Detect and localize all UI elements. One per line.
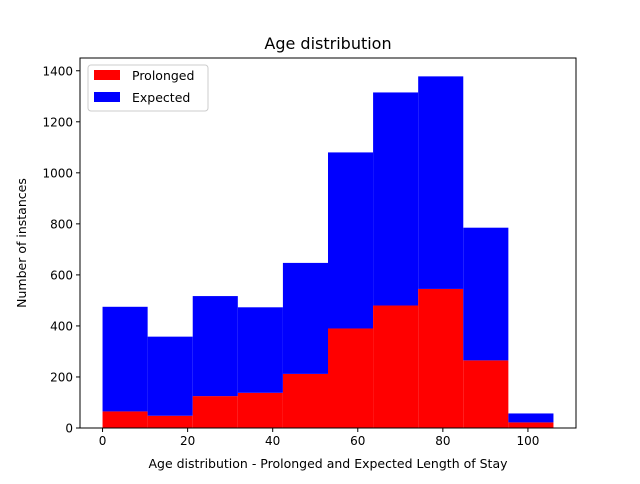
bar-expected-bin-8 xyxy=(463,227,509,361)
y-tick-label-800: 800 xyxy=(50,217,73,231)
bar-expected-bin-9 xyxy=(508,413,554,423)
bar-expected-bin-5 xyxy=(328,152,374,329)
legend-swatch-expected xyxy=(94,92,120,102)
legend-label-prolonged: Prolonged xyxy=(132,68,194,83)
bar-expected-bin-1 xyxy=(147,336,193,416)
y-axis-ticks: 0 200 400 600 800 1000 1200 1400 xyxy=(42,64,80,436)
y-tick-label-1200: 1200 xyxy=(42,115,73,129)
y-tick-label-400: 400 xyxy=(50,319,73,333)
bar-prolonged-bin-4 xyxy=(282,373,328,428)
x-axis-label: Age distribution - Prolonged and Expecte… xyxy=(148,456,508,471)
bar-expected-bin-0 xyxy=(102,306,148,412)
bar-prolonged-bin-0 xyxy=(102,411,148,428)
legend-label-expected: Expected xyxy=(132,90,190,105)
bars-group xyxy=(102,76,554,428)
bar-prolonged-bin-7 xyxy=(418,288,464,428)
x-tick-label-100: 100 xyxy=(516,434,539,448)
y-axis-label: Number of instances xyxy=(14,178,29,308)
bar-prolonged-bin-5 xyxy=(328,328,374,428)
bar-expected-bin-4 xyxy=(282,262,328,374)
x-tick-label-60: 60 xyxy=(350,434,365,448)
bar-prolonged-bin-8 xyxy=(463,360,509,428)
bar-expected-bin-6 xyxy=(373,92,419,306)
bar-prolonged-bin-1 xyxy=(147,415,193,428)
bar-prolonged-bin-6 xyxy=(373,305,419,428)
x-tick-label-0: 0 xyxy=(99,434,107,448)
x-tick-label-40: 40 xyxy=(265,434,280,448)
y-tick-label-1400: 1400 xyxy=(42,64,73,78)
x-axis-ticks: 0 20 40 60 80 100 xyxy=(99,428,539,448)
bar-prolonged-bin-9 xyxy=(508,422,554,428)
chart-title: Age distribution xyxy=(264,34,391,53)
legend: Prolonged Expected xyxy=(87,64,209,112)
axes-frame xyxy=(79,57,577,429)
y-tick-label-1000: 1000 xyxy=(42,166,73,180)
y-tick-label-200: 200 xyxy=(50,370,73,384)
bar-prolonged-bin-3 xyxy=(237,392,283,428)
x-tick-label-80: 80 xyxy=(435,434,450,448)
legend-swatch-prolonged xyxy=(94,70,120,80)
bar-expected-bin-7 xyxy=(418,76,464,289)
x-tick-label-20: 20 xyxy=(180,434,195,448)
bar-prolonged-bin-2 xyxy=(192,396,238,428)
bar-expected-bin-3 xyxy=(237,307,283,393)
y-tick-label-600: 600 xyxy=(50,268,73,282)
y-tick-label-0: 0 xyxy=(65,422,73,436)
bar-expected-bin-2 xyxy=(192,296,238,397)
